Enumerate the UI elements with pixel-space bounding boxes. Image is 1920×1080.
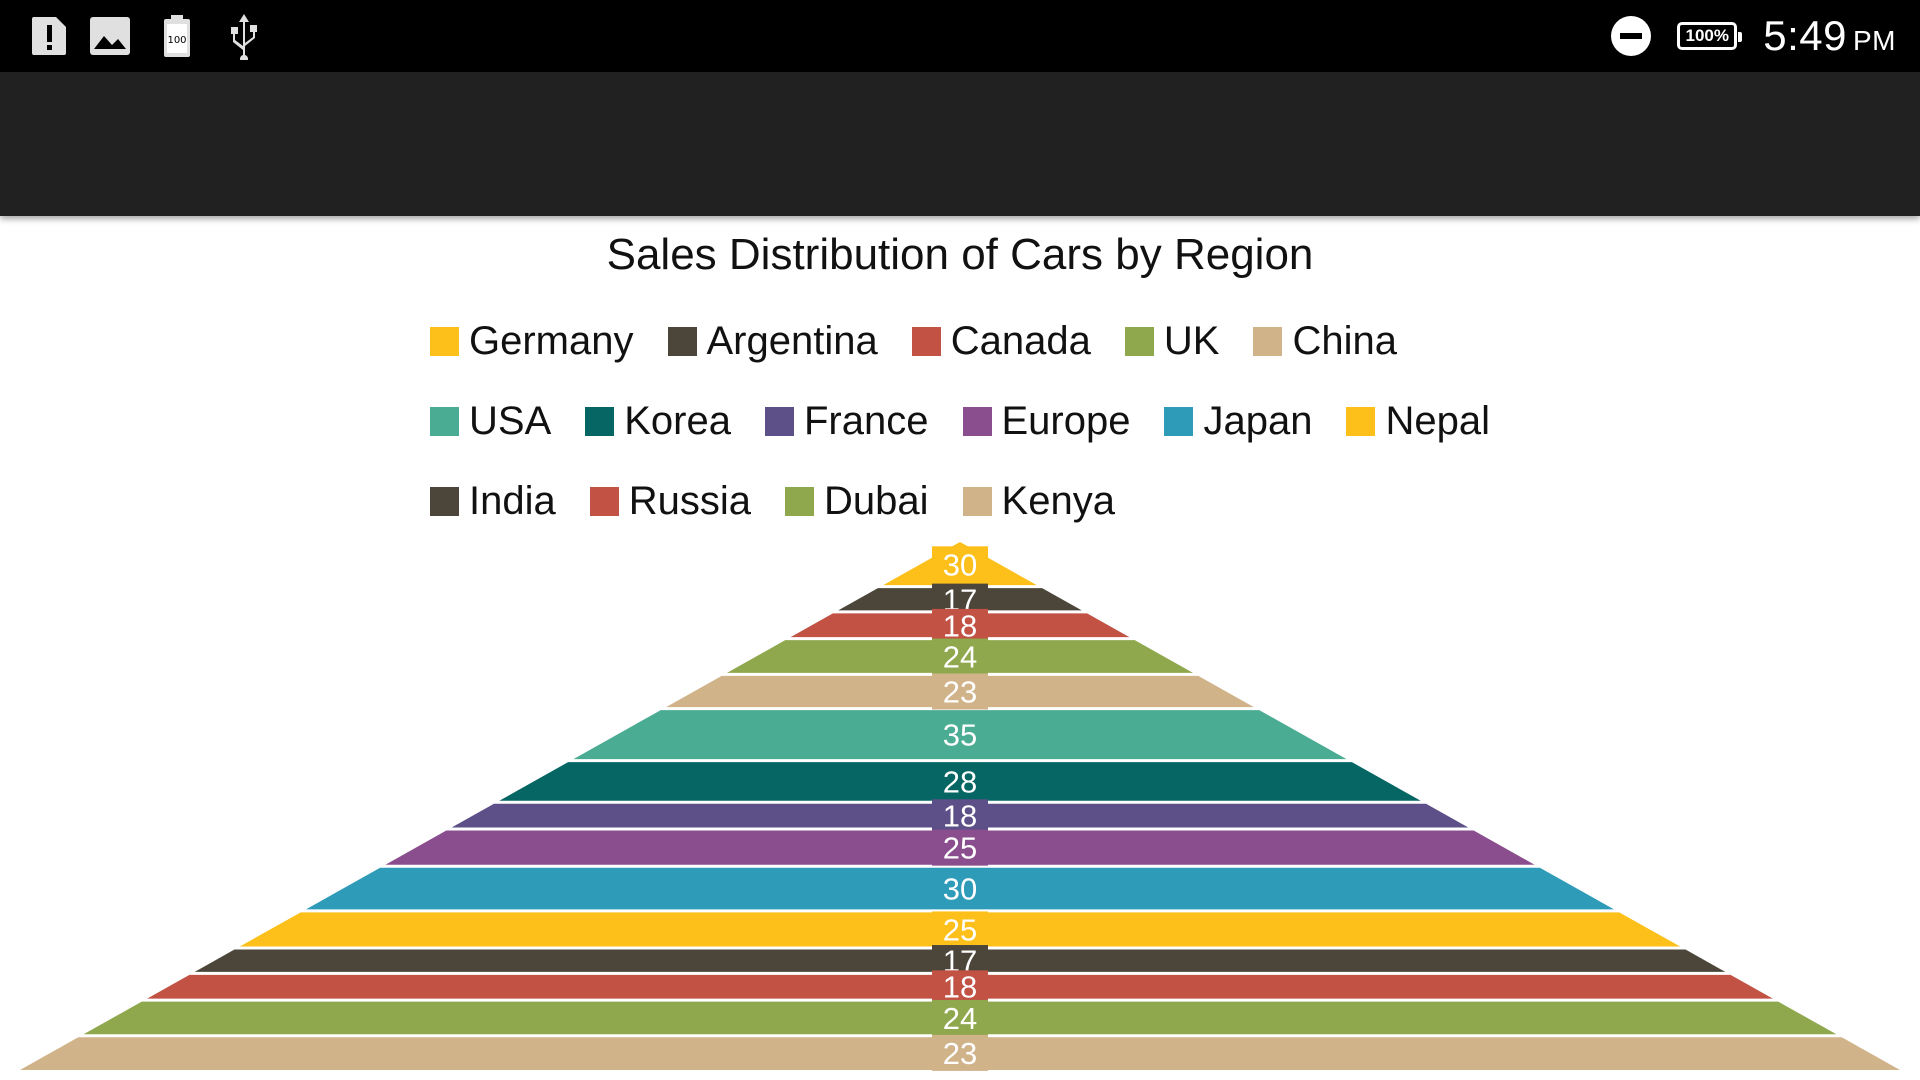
- legend-item-japan[interactable]: Japan: [1164, 396, 1312, 446]
- clock-ampm: PM: [1853, 25, 1896, 56]
- data-label-background: [932, 999, 988, 1036]
- chart-title: Sales Distribution of Cars by Region: [606, 230, 1314, 279]
- data-label-background: [932, 763, 988, 800]
- legend-item-china[interactable]: China: [1253, 316, 1397, 366]
- data-label-europe: 25: [943, 831, 977, 866]
- legend-item-korea[interactable]: Korea: [585, 396, 731, 446]
- legend-item-europe[interactable]: Europe: [962, 396, 1131, 446]
- legend-label: Europe: [1001, 398, 1131, 443]
- legend-label: Argentina: [706, 318, 878, 363]
- legend-item-dubai[interactable]: Dubai: [785, 476, 929, 526]
- legend-swatch: [1253, 326, 1283, 356]
- data-label-germany: 30: [943, 547, 977, 582]
- legend-swatch: [1124, 326, 1154, 356]
- data-label-background: [932, 716, 988, 753]
- data-label-france: 18: [943, 799, 977, 834]
- legend-swatch: [1164, 406, 1194, 436]
- legend-label: Russia: [628, 478, 752, 523]
- legend-label: Germany: [469, 318, 634, 363]
- legend-swatch: [589, 486, 619, 516]
- legend-swatch: [430, 486, 459, 516]
- data-label-background: [932, 608, 988, 642]
- data-label-canada: 18: [943, 608, 977, 643]
- legend-item-argentina[interactable]: Argentina: [667, 316, 878, 366]
- legend-label: France: [804, 398, 929, 443]
- legend-label: Canada: [950, 318, 1091, 363]
- legend-label: Dubai: [824, 478, 929, 523]
- battery-saver-icon: 100: [155, 14, 199, 58]
- data-label-background: [932, 870, 988, 907]
- legend-swatch: [430, 406, 459, 436]
- legend-item-france[interactable]: France: [765, 396, 929, 446]
- data-label-china: 23: [943, 674, 977, 709]
- legend-label: Kenya: [1001, 478, 1115, 523]
- legend-item-nepal[interactable]: Nepal: [1346, 396, 1490, 446]
- legend-label: UK: [1163, 318, 1220, 363]
- legend-item-germany[interactable]: Germany: [430, 316, 634, 366]
- legend-item-kenya[interactable]: Kenya: [962, 476, 1115, 526]
- legend-item-india[interactable]: India: [430, 476, 556, 526]
- clock: 5:49 PM: [1763, 12, 1896, 60]
- data-label-background: [932, 1034, 988, 1071]
- do-not-disturb-icon: [1611, 16, 1652, 56]
- status-bar: 100 100% 5:49 PM: [0, 0, 1920, 72]
- data-label-korea: 28: [943, 764, 977, 799]
- data-label-nepal: 25: [943, 912, 977, 947]
- data-label-background: [932, 829, 988, 866]
- battery-percent: 100%: [1685, 26, 1729, 45]
- legend-swatch: [765, 406, 794, 436]
- legend-label: India: [469, 478, 556, 523]
- data-label-background: [932, 638, 988, 675]
- data-label-background: [932, 970, 988, 1004]
- clock-time: 5:49: [1763, 12, 1847, 59]
- data-label-usa: 35: [943, 718, 977, 753]
- legend-item-canada[interactable]: Canada: [911, 316, 1091, 366]
- legend-label: Korea: [624, 398, 731, 443]
- chart-legend: Germany Argentina Canada UK China USA Korea Fra…: [430, 316, 1510, 526]
- legend-swatch: [1346, 406, 1376, 436]
- legend-swatch: [585, 406, 615, 436]
- legend-swatch: [667, 326, 697, 356]
- legend-item-russia[interactable]: Russia: [589, 476, 752, 526]
- image-icon: [88, 14, 132, 58]
- data-label-background: [932, 673, 988, 710]
- legend-swatch: [911, 326, 941, 356]
- legend-swatch: [430, 326, 459, 356]
- legend-item-usa[interactable]: USA: [430, 396, 551, 446]
- battery-icon: 100%: [1677, 22, 1743, 50]
- legend-swatch: [962, 406, 992, 436]
- legend-item-uk[interactable]: UK: [1124, 316, 1220, 366]
- data-label-background: [932, 799, 988, 833]
- data-label-background: [932, 911, 988, 948]
- data-label-dubai: 24: [943, 1001, 977, 1036]
- legend-swatch: [785, 486, 815, 516]
- legend-swatch: [962, 486, 992, 516]
- data-label-background: [932, 546, 988, 583]
- legend-label: USA: [469, 398, 552, 443]
- legend-label: Japan: [1203, 398, 1313, 443]
- data-label-kenya: 23: [943, 1036, 977, 1071]
- legend-label: Nepal: [1385, 398, 1490, 443]
- data-label-russia: 18: [943, 970, 977, 1005]
- data-label-uk: 24: [943, 640, 977, 675]
- data-label-japan: 30: [943, 872, 977, 907]
- legend-label: China: [1292, 318, 1397, 363]
- app-bar: [0, 72, 1920, 216]
- alert-icon: [27, 14, 71, 58]
- svg-text:100: 100: [167, 35, 186, 46]
- usb-icon: [222, 14, 266, 60]
